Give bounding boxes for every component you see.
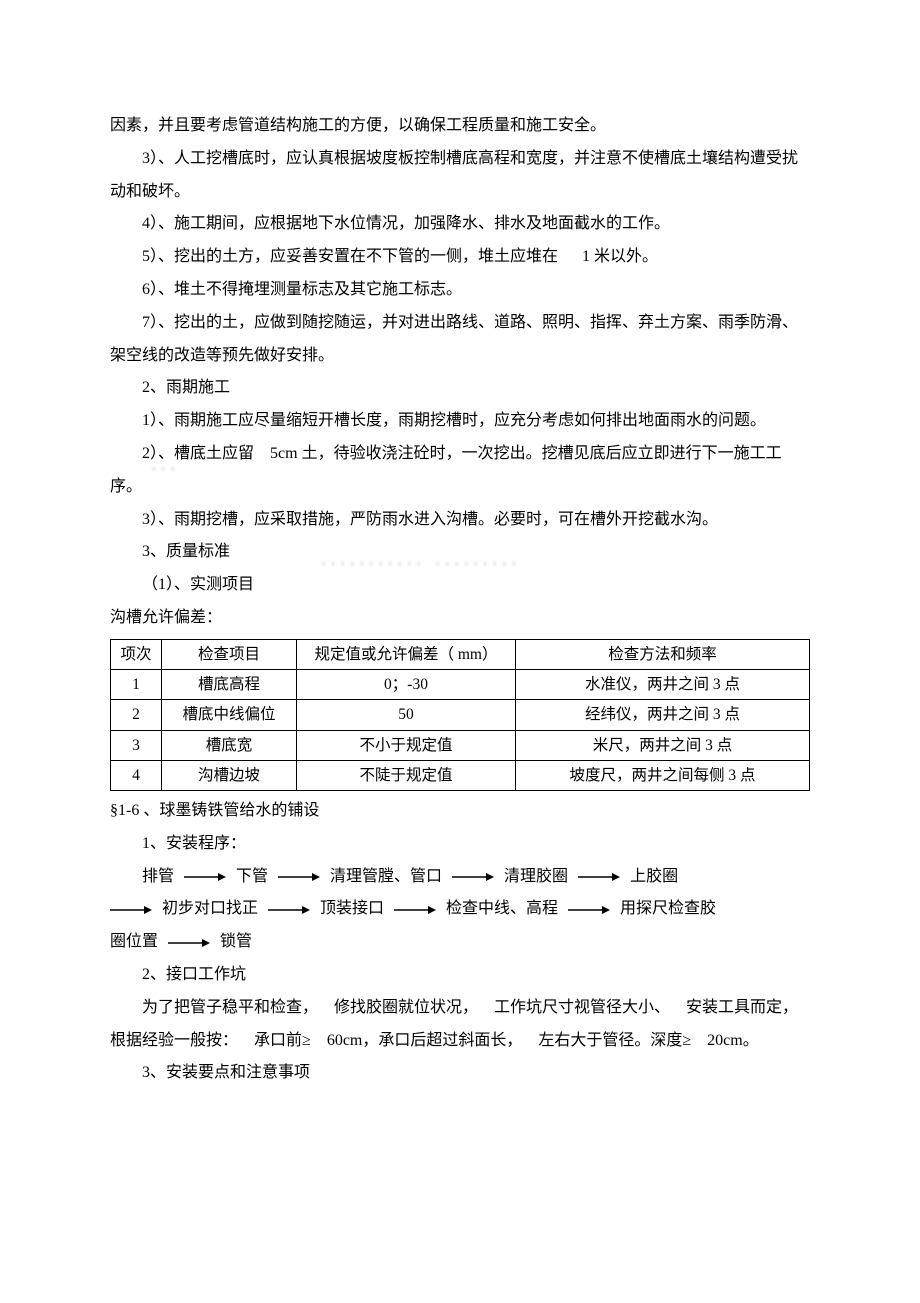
paragraph: 7）、挖出的土，应做到随挖随运，并对进出路线、道路、照明、指挥、弃土方案、雨季防… bbox=[110, 307, 810, 373]
table-header: 项次 bbox=[111, 639, 162, 669]
flow-step: 下管 bbox=[236, 868, 268, 885]
arrow-icon bbox=[568, 905, 610, 915]
table-cell: 不陡于规定值 bbox=[297, 760, 516, 790]
flow-step: 清理管膛、管口 bbox=[330, 868, 442, 885]
flow-step: 上胶圈 bbox=[630, 868, 678, 885]
paragraph: 4）、施工期间，应根据地下水位情况，加强降水、排水及地面截水的工作。 bbox=[110, 208, 810, 241]
paragraph: 2）、槽底土应留 5cm 土，待验收浇注砼时，一次挖出。挖槽见底后应立即进行下一… bbox=[110, 438, 810, 504]
table-cell: 1 bbox=[111, 670, 162, 700]
paragraph: 6）、堆土不得掩埋测量标志及其它施工标志。 bbox=[110, 274, 810, 307]
text: 为了把管子稳平和检查， bbox=[142, 999, 318, 1016]
table-cell: 2 bbox=[111, 700, 162, 730]
table-cell: 0；-30 bbox=[297, 670, 516, 700]
text: 2）、槽底土应留 bbox=[142, 445, 254, 462]
table-row: 3 槽底宽 不小于规定值 米尺，两井之间 3 点 bbox=[111, 730, 810, 760]
paragraph: 因素，并且要考虑管道结构施工的方便，以确保工程质量和施工安全。 bbox=[110, 110, 810, 143]
paragraph: 5）、挖出的土方，应妥善安置在不下管的一侧，堆土应堆在 1 米以外。 bbox=[110, 241, 810, 274]
paragraph: 3）、雨期挖槽，应采取措施，严防雨水进入沟槽。必要时，可在槽外开挖截水沟。 bbox=[110, 504, 810, 537]
table-cell: 槽底中线偏位 bbox=[162, 700, 297, 730]
text: 5）、挖出的土方，应妥善安置在不下管的一侧，堆土应堆在 bbox=[142, 248, 558, 265]
table-cell: 水准仪，两井之间 3 点 bbox=[516, 670, 810, 700]
table-cell: 槽底高程 bbox=[162, 670, 297, 700]
flow-step: 锁管 bbox=[220, 933, 252, 950]
table-cell: 经纬仪，两井之间 3 点 bbox=[516, 700, 810, 730]
flowchart: 排管 下管 清理管膛、管口 清理胶圈 上胶圈 初步对口找正 顶装接口 检查中线、… bbox=[110, 861, 810, 959]
table-cell: 50 bbox=[297, 700, 516, 730]
flow-step: 检查中线、高程 bbox=[446, 900, 558, 917]
flow-step: 清理胶圈 bbox=[504, 868, 568, 885]
paragraph: 沟槽允许偏差： bbox=[110, 602, 810, 635]
paragraph: 为了把管子稳平和检查， 修找胶圈就位状况， 工作坑尺寸视管径大小、 安装工具而定… bbox=[110, 992, 810, 1058]
text: 60cm，承口后超过斜面长， bbox=[327, 1032, 523, 1049]
table-cell: 槽底宽 bbox=[162, 730, 297, 760]
table-row: 1 槽底高程 0；-30 水准仪，两井之间 3 点 bbox=[111, 670, 810, 700]
paragraph: 3、安装要点和注意事项 bbox=[110, 1057, 810, 1090]
table-row: 2 槽底中线偏位 50 经纬仪，两井之间 3 点 bbox=[111, 700, 810, 730]
table-cell: 3 bbox=[111, 730, 162, 760]
table-cell: 米尺，两井之间 3 点 bbox=[516, 730, 810, 760]
table-row: 4 沟槽边坡 不陡于规定值 坡度尺，两井之间每侧 3 点 bbox=[111, 760, 810, 790]
flow-step: 用探尺检查胶 bbox=[620, 900, 716, 917]
tolerance-table: 项次 检查项目 规定值或允许偏差（ mm） 检查方法和频率 1 槽底高程 0；-… bbox=[110, 639, 810, 791]
flow-step: 顶装接口 bbox=[320, 900, 384, 917]
table-cell: 坡度尺，两井之间每侧 3 点 bbox=[516, 760, 810, 790]
section-heading: §1-6 、球墨铸铁管给水的铺设 bbox=[110, 795, 810, 828]
table-header: 检查方法和频率 bbox=[516, 639, 810, 669]
text: 工作坑尺寸视管径大小、 bbox=[494, 999, 670, 1016]
flow-line: 圈位置 锁管 bbox=[110, 926, 810, 959]
paragraph: （1）、实测项目 bbox=[110, 569, 810, 602]
text: 左右大于管径。深度≥ bbox=[538, 1032, 691, 1049]
flow-line: 初步对口找正 顶装接口 检查中线、高程 用探尺检查胶 bbox=[110, 893, 810, 926]
table-cell: 4 bbox=[111, 760, 162, 790]
flow-step: 圈位置 bbox=[110, 933, 158, 950]
table-cell: 不小于规定值 bbox=[297, 730, 516, 760]
paragraph-with-watermark: ........... ......... 3）、雨期挖槽，应采取措施，严防雨水… bbox=[110, 504, 810, 537]
table-cell: 沟槽边坡 bbox=[162, 760, 297, 790]
text: 1 米以外。 bbox=[582, 248, 658, 265]
paragraph: 1）、雨期施工应尽量缩短开槽长度，雨期挖槽时，应充分考虑如何排出地面雨水的问题。 bbox=[110, 405, 810, 438]
paragraph: 2、接口工作坑 bbox=[110, 959, 810, 992]
table-header-row: 项次 检查项目 规定值或允许偏差（ mm） 检查方法和频率 bbox=[111, 639, 810, 669]
arrow-icon bbox=[184, 872, 226, 882]
arrow-icon bbox=[278, 872, 320, 882]
arrow-icon bbox=[394, 905, 436, 915]
flow-step: 排管 bbox=[142, 868, 174, 885]
table-header: 规定值或允许偏差（ mm） bbox=[297, 639, 516, 669]
arrow-icon bbox=[268, 905, 310, 915]
paragraph: 2、雨期施工 bbox=[110, 372, 810, 405]
table-header: 检查项目 bbox=[162, 639, 297, 669]
paragraph: 1、安装程序： bbox=[110, 828, 810, 861]
arrow-icon bbox=[168, 938, 210, 948]
arrow-icon bbox=[110, 905, 152, 915]
flow-step: 初步对口找正 bbox=[162, 900, 258, 917]
paragraph-with-watermark: ... 1）、雨期施工应尽量缩短开槽长度，雨期挖槽时，应充分考虑如何排出地面雨水… bbox=[110, 405, 810, 438]
arrow-icon bbox=[452, 872, 494, 882]
paragraph: 3、质量标准 bbox=[110, 536, 810, 569]
document-page: 因素，并且要考虑管道结构施工的方便，以确保工程质量和施工安全。 3）、人工挖槽底… bbox=[0, 0, 920, 1170]
paragraph: 3）、人工挖槽底时，应认真根据坡度板控制槽底高程和宽度，并注意不使槽底土壤结构遭… bbox=[110, 143, 810, 209]
text: 20cm。 bbox=[707, 1032, 759, 1049]
flow-line: 排管 下管 清理管膛、管口 清理胶圈 上胶圈 bbox=[110, 861, 810, 894]
arrow-icon bbox=[578, 872, 620, 882]
text: 承口前≥ bbox=[254, 1032, 311, 1049]
text: 修找胶圈就位状况， bbox=[334, 999, 478, 1016]
